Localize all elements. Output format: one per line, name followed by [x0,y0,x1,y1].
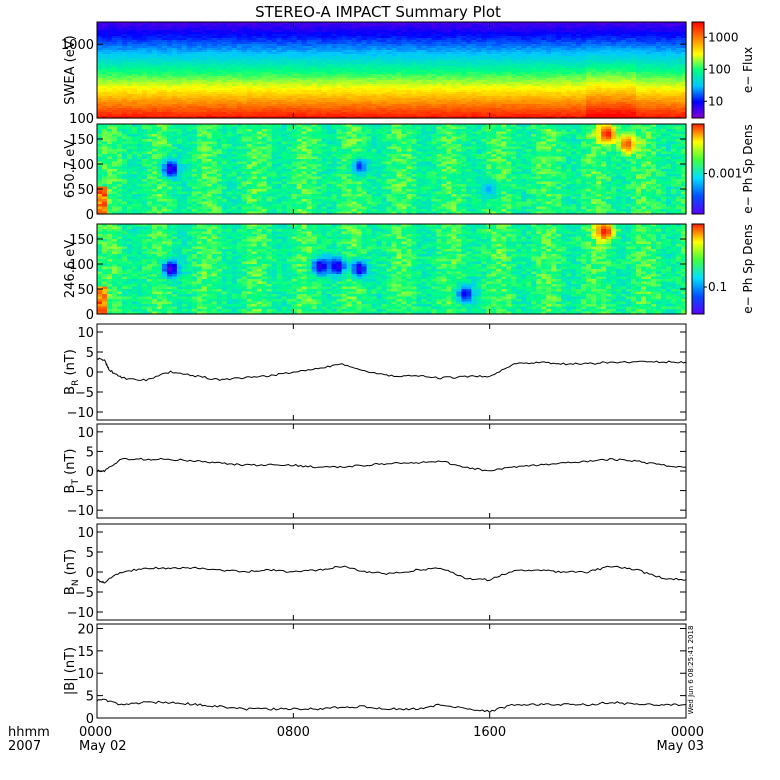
y-tick-label: 10 [77,326,94,341]
chart-title: STEREO-A IMPACT Summary Plot [255,3,501,21]
series-line [96,698,687,713]
colorbar-label: e− Flux [741,47,755,93]
y-tick-label: 20 [77,622,94,637]
x-tick-date: May 02 [79,739,127,754]
x-tick-label: 0000 [79,725,112,740]
panel-4: −10 −5 0 5 10 BR (nT) [63,323,687,421]
y-tick-label: 50 [77,183,94,198]
heatmap-cells [97,124,687,215]
y-tick-label: 5 [86,346,94,361]
y-tick-label: 5 [86,690,94,705]
y-tick-label: 5 [86,546,94,561]
y-tick-label: 150 [69,133,94,148]
y-tick-label: 10 [77,426,94,441]
panel-6: −10 −5 0 5 10 BN (nT) [63,523,687,621]
plot-frame [96,223,687,315]
x-tick-label: 1600 [473,725,506,740]
y-tick-label: −5 [75,485,94,500]
plot-frame [96,423,687,519]
colorbar-tick-label: 100 [708,62,731,76]
y-tick-label: 5 [86,445,94,460]
y-tick-label: −10 [67,504,94,519]
colorbar-tick-label: 0.001 [708,167,742,181]
y-axis-label: BN (nT) [63,549,81,595]
time-axis-year: 2007 [8,739,41,754]
plot-frame [96,623,687,719]
panel-7: 0 5 10 15 20 |B| (nT) [63,622,687,727]
y-tick-label: 0 [86,308,94,323]
x-tick-label: 0800 [277,725,310,740]
y-tick-label: 0 [86,566,94,581]
plot-frame [96,21,687,119]
y-tick-label: 50 [77,283,94,298]
colorbar-tick-label: 10 [708,94,723,108]
colorbar [691,223,705,315]
y-tick-label: −5 [75,386,94,401]
y-tick-label: −10 [67,406,94,421]
y-tick-label: 150 [69,233,94,248]
y-tick-label: 0 [86,208,94,223]
colorbar-label: e− Ph Sp Dens [741,124,755,213]
heatmap-cells [97,224,687,315]
y-tick-label: 15 [77,645,94,660]
colorbar [691,123,705,215]
y-tick-label: 1000 [61,38,94,53]
y-axis-label: |B| (nT) [63,647,78,695]
y-axis-label: 650.7 eV [63,140,78,198]
y-axis-label: SWEA (eV) [63,35,78,104]
colorbar-tick-label: 1000 [708,30,739,44]
plot-frame [96,323,687,421]
time-axis-label: hhmm [8,725,50,740]
y-tick-label: 10 [77,526,94,541]
x-tick-date: May 03 [656,739,704,754]
series-line [96,457,687,473]
y-tick-label: 0 [86,366,94,381]
heatmap-cells [97,22,687,119]
panel-5: −10 −5 0 5 10 BT (nT) [63,423,687,519]
y-tick-label: 0 [86,465,94,480]
y-tick-label: −5 [75,586,94,601]
colorbar-tick-label: 0.1 [708,280,727,294]
y-tick-label: 100 [69,112,94,127]
colorbar-label: e− Ph Sp Dens [741,224,755,313]
y-axis-label: BR (nT) [63,349,81,395]
series-line [96,357,687,382]
plot-frame [96,123,687,215]
y-tick-label: 0 [86,712,94,727]
plot-frame [96,523,687,621]
x-tick-label: 0000 [671,725,704,740]
y-axis-label: BT (nT) [63,449,81,494]
series-line [96,565,687,584]
y-tick-label: 10 [77,667,94,682]
y-tick-label: −10 [67,606,94,621]
y-axis-label: 246.6 eV [63,240,78,298]
generation-timestamp: Wed Jun 6 08:25:41 2018 [687,626,695,715]
y-tick-label: 100 [69,258,94,273]
colorbar [691,21,705,119]
y-tick-label: 100 [69,158,94,173]
